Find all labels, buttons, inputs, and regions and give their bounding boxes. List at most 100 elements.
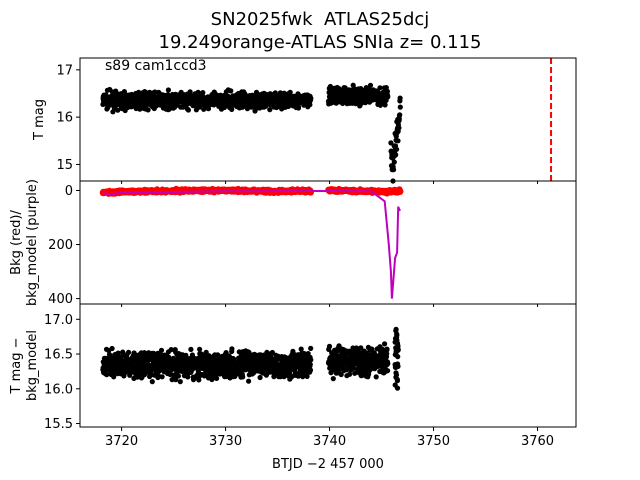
bottom-data-point <box>338 371 344 378</box>
top-ytick-label: 16 <box>56 111 73 126</box>
top-data-point <box>185 107 191 113</box>
top-ytick-label: 15 <box>56 158 73 173</box>
bottom-data-point <box>307 367 314 373</box>
middle-ylabel: bkg_model (purple) <box>25 179 40 306</box>
bottom-data-point <box>231 356 237 362</box>
top-data-point <box>229 106 235 112</box>
bottom-data-point <box>215 352 221 358</box>
top-data-point <box>165 87 171 93</box>
top-data-point <box>228 88 234 94</box>
bottom-data-point <box>197 346 203 352</box>
middle-ylabel: Bkg (red)/ <box>9 210 24 275</box>
top-ylabel: T mag <box>32 99 47 141</box>
bottom-data-point <box>246 349 252 356</box>
bottom-data-point <box>330 376 336 382</box>
bottom-data-point <box>347 371 353 377</box>
top-data-point <box>385 94 391 100</box>
top-data-point <box>388 140 394 146</box>
bottom-data-point <box>175 373 181 379</box>
top-data-point <box>367 82 374 88</box>
middle-panel: 0 200 400 Bkg (red)/bkg_model (purple) <box>9 179 577 307</box>
bottom-data-point <box>384 346 390 352</box>
top-data-point <box>395 138 401 144</box>
bottom-ytick-label: 16.5 <box>44 348 73 363</box>
bottom-data-point <box>185 374 191 380</box>
top-data-point <box>397 104 403 110</box>
bottom-series-segment <box>100 345 314 385</box>
bottom-ytick-label: 16.0 <box>44 382 73 397</box>
top-data-point <box>200 90 206 96</box>
top-data-point <box>267 107 273 113</box>
bottom-data-point <box>307 361 313 367</box>
bottom-data-point <box>394 378 400 384</box>
bottom-data-point <box>298 346 304 352</box>
top-data-point <box>397 112 403 118</box>
middle-bkg-model-line <box>102 190 402 299</box>
bottom-data-point <box>159 374 165 380</box>
bottom-data-point <box>395 347 401 353</box>
bottom-data-point <box>393 326 399 332</box>
bottom-data-point <box>109 345 115 352</box>
top-data-point <box>307 102 313 108</box>
bottom-data-point <box>394 385 401 391</box>
bottom-axes-frame <box>79 303 577 428</box>
top-data-point <box>391 159 397 165</box>
top-data-point <box>396 125 402 131</box>
xtick-label: 3760 <box>521 434 554 449</box>
bottom-ytick-label: 17.0 <box>44 313 73 328</box>
top-data-point <box>145 107 151 113</box>
bottom-data-point <box>373 374 379 380</box>
top-axes-frame <box>79 57 577 182</box>
top-data-point <box>382 102 388 108</box>
top-ytick-label: 17 <box>56 63 73 78</box>
bottom-ylabel: bkg_model <box>25 330 40 401</box>
top-data-point <box>308 95 314 101</box>
bottom-data-point <box>126 349 132 355</box>
bottom-data-point <box>358 345 364 351</box>
top-data-point <box>397 95 403 101</box>
middle-bkg-point <box>397 188 404 195</box>
bottom-data-point <box>104 372 110 378</box>
bottom-data-point <box>217 371 223 377</box>
chart-title-line2: 19.249orange-ATLAS SNIa z= 0.115 <box>158 32 482 53</box>
bottom-data-point <box>304 373 310 379</box>
bottom-data-point <box>257 374 263 381</box>
top-data-point <box>187 89 193 95</box>
bottom-data-point <box>286 370 293 376</box>
top-data-point <box>394 146 400 152</box>
bottom-data-point <box>352 370 358 376</box>
bottom-data-point <box>394 332 400 338</box>
x-axis-label: BTJD −2 457 000 <box>272 457 384 472</box>
bottom-ylabel: T mag − <box>9 338 24 395</box>
xtick-label: 3740 <box>313 434 346 449</box>
top-data-point <box>391 167 397 173</box>
bottom-data-point <box>350 365 356 371</box>
bottom-data-point <box>149 379 155 385</box>
middle-ytick-label: 0 <box>65 184 73 199</box>
xtick-label: 3730 <box>209 434 242 449</box>
bottom-data-point <box>229 346 235 352</box>
bottom-data-point <box>385 360 391 367</box>
xtick-label: 3720 <box>105 434 138 449</box>
top-series-segment <box>325 82 391 109</box>
bottom-series-segment <box>325 341 391 382</box>
bottom-data-point <box>166 354 172 360</box>
top-series-segment <box>100 86 314 115</box>
chart-title-line1: SN2025fwk ATLAS25dcj <box>210 9 430 30</box>
top-series-segment <box>388 95 403 184</box>
bottom-data-point <box>385 368 391 374</box>
bottom-data-point <box>158 347 165 353</box>
bottom-panel: 15.5 16.0 16.5 17.0 T mag − bkg_model 3720 3730… <box>9 303 577 472</box>
bottom-data-point <box>214 375 220 381</box>
xtick-label: 3750 <box>417 434 450 449</box>
bottom-data-point <box>168 347 174 353</box>
top-data-point <box>377 85 383 91</box>
top-data-point <box>295 105 302 111</box>
bottom-data-point <box>395 363 401 369</box>
bottom-data-point <box>308 357 314 363</box>
bottom-data-point <box>380 347 386 353</box>
middle-ytick-label: 400 <box>48 292 73 307</box>
top-data-point <box>384 88 390 94</box>
bottom-data-point <box>142 350 148 356</box>
bottom-data-point <box>188 346 194 352</box>
